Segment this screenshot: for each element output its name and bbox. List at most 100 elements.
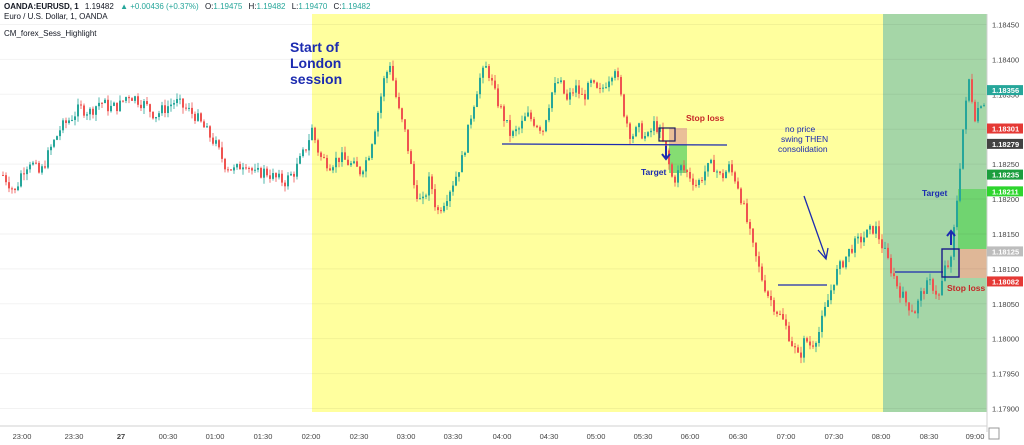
candle-body	[899, 286, 901, 298]
candle-body	[932, 279, 934, 291]
candle-body	[593, 80, 595, 83]
candle-body	[491, 78, 493, 81]
candle-body	[653, 121, 655, 131]
candle-body	[668, 150, 670, 165]
candle-body	[500, 106, 502, 108]
candle-body	[524, 116, 526, 121]
candle-body	[683, 165, 685, 171]
candle-body	[215, 140, 217, 144]
candle-body	[743, 203, 745, 205]
candle-body	[755, 242, 757, 257]
candle-body	[848, 248, 850, 257]
candle-body	[401, 108, 403, 120]
candle-body	[752, 228, 754, 243]
stop-loss-zone-2	[958, 249, 987, 278]
candle-body	[266, 168, 268, 176]
candle-body	[179, 98, 181, 100]
candle-body	[719, 171, 721, 174]
candle-body	[191, 107, 193, 114]
candle-body	[596, 82, 598, 88]
candle-body	[419, 198, 421, 200]
candle-body	[248, 167, 250, 169]
candle-body	[956, 200, 958, 228]
candle-body	[806, 338, 808, 342]
candle-body	[437, 207, 439, 211]
candle-body	[299, 156, 301, 164]
london-session-label: London	[290, 55, 341, 71]
candle-body	[545, 120, 547, 132]
candle-body	[788, 325, 790, 342]
candle-body	[95, 106, 97, 115]
candle-body	[539, 127, 541, 131]
candle-body	[482, 67, 484, 78]
candle-body	[746, 203, 748, 223]
candle-body	[332, 167, 334, 171]
candle-body	[413, 163, 415, 186]
candle-body	[527, 112, 529, 117]
price-marker	[987, 169, 1023, 180]
candle-body	[917, 300, 919, 314]
y-tick-label: 1.17900	[992, 405, 1019, 414]
candle-body	[287, 175, 289, 187]
candle-body	[710, 159, 712, 164]
open-value: 1.19475	[213, 2, 243, 11]
price-marker-label: 1.18082	[992, 277, 1019, 286]
candle-body	[302, 149, 304, 157]
price-marker	[987, 276, 1023, 287]
high-value: 1.19482	[256, 2, 286, 11]
candle-body	[341, 152, 343, 163]
candle-body	[563, 80, 565, 94]
candle-body	[740, 188, 742, 204]
entry-box-1	[658, 127, 676, 142]
candle-body	[242, 167, 244, 170]
candle-body	[878, 226, 880, 240]
candle-body	[143, 101, 145, 109]
candle-body	[146, 101, 148, 105]
candle-body	[779, 313, 781, 315]
candle-body	[866, 229, 868, 238]
candle-body	[320, 152, 322, 157]
candle-body	[458, 172, 460, 177]
target-label-2: Target	[922, 188, 948, 198]
candle-body	[611, 77, 613, 82]
candle-body	[854, 238, 856, 253]
candle-body	[92, 108, 94, 115]
candle-body	[170, 104, 172, 107]
candle-body	[581, 93, 583, 95]
candle-body	[35, 162, 37, 164]
candle-body	[935, 290, 937, 295]
candle-body	[365, 160, 367, 172]
candle-body	[311, 127, 313, 141]
candle-body	[944, 265, 946, 281]
candle-body	[938, 294, 940, 296]
candle-body	[626, 116, 628, 124]
candle-body	[821, 315, 823, 332]
london-session-bg	[312, 14, 883, 412]
price-marker	[987, 138, 1023, 149]
y-tick-label: 1.18050	[992, 300, 1019, 309]
candle-body	[773, 300, 775, 312]
candle-body	[407, 129, 409, 152]
candle-body	[140, 104, 142, 109]
candle-body	[38, 162, 40, 173]
candle-body	[632, 136, 634, 139]
candle-body	[599, 87, 601, 89]
x-tick-label: 05:00	[587, 432, 606, 441]
x-tick-label: 04:00	[493, 432, 512, 441]
candle-body	[227, 169, 229, 171]
candle-body	[980, 106, 982, 108]
candle-body	[503, 106, 505, 122]
candle-body	[881, 239, 883, 249]
candle-body	[347, 159, 349, 166]
candle-body	[197, 113, 199, 121]
candle-body	[239, 163, 241, 170]
candle-body	[230, 169, 232, 171]
candle-body	[602, 87, 604, 89]
candle-body	[71, 119, 73, 121]
candle-body	[566, 93, 568, 100]
candle-body	[59, 130, 61, 137]
candle-body	[569, 92, 571, 100]
candle-body	[965, 100, 967, 130]
